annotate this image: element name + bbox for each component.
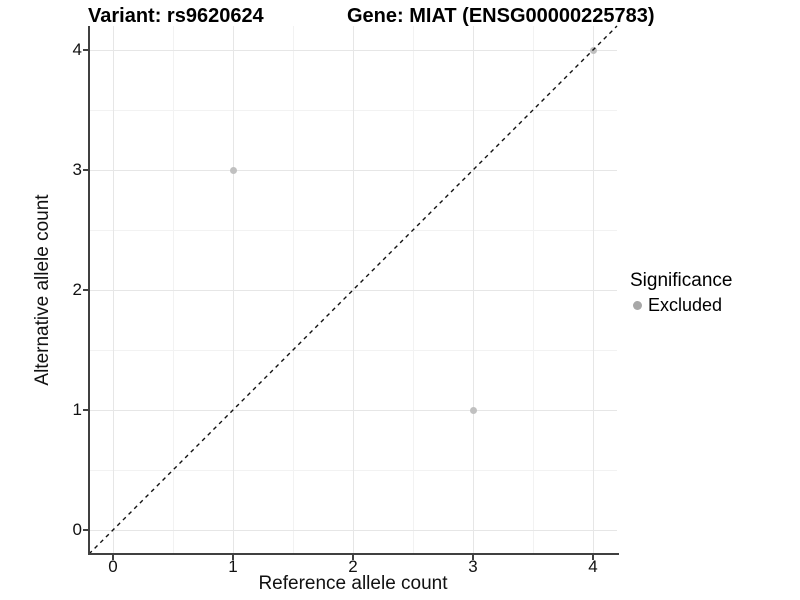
- y-axis-line: [88, 26, 90, 555]
- data-point: [229, 166, 237, 174]
- plot-title-gene: Gene: MIAT (ENSG00000225783): [347, 5, 655, 27]
- y-tick-mark: [83, 49, 88, 51]
- y-tick-label: 4: [72, 40, 82, 59]
- legend: Significance Excluded: [630, 269, 800, 315]
- y-tick-mark: [83, 409, 88, 411]
- x-tick-label: 3: [468, 557, 478, 576]
- legend-point-icon: [633, 300, 642, 310]
- plot-title-variant: Variant: rs9620624: [88, 5, 264, 27]
- data-point: [469, 406, 477, 414]
- y-tick-mark: [83, 289, 88, 291]
- legend-item-label: Excluded: [648, 295, 723, 315]
- plot-panel: [88, 25, 618, 555]
- legend-title: Significance: [630, 270, 733, 291]
- legend-items: Excluded: [630, 295, 800, 315]
- x-tick-label: 1: [228, 557, 238, 576]
- identity-line-layer: [88, 25, 618, 555]
- x-tick-mark: [232, 555, 234, 560]
- y-tick-label: 2: [72, 280, 82, 299]
- x-tick-mark: [112, 555, 114, 560]
- x-tick-label: 4: [588, 557, 598, 576]
- legend-item: Excluded: [630, 295, 800, 315]
- x-tick-mark: [352, 555, 354, 560]
- x-tick-mark: [592, 555, 594, 560]
- identity-dashed-line: [88, 25, 618, 555]
- y-tick-label: 3: [72, 160, 82, 179]
- y-tick-mark: [83, 529, 88, 531]
- grid-major-horizontal: [89, 49, 617, 51]
- y-tick-mark: [83, 169, 88, 171]
- grid-major-horizontal: [89, 169, 617, 171]
- x-tick-label: 0: [108, 557, 118, 576]
- grid-major-horizontal: [89, 409, 617, 411]
- x-axis-title: Reference allele count: [258, 573, 448, 594]
- x-tick-label: 2: [348, 557, 358, 576]
- x-axis-line: [88, 553, 619, 555]
- grid-major-horizontal: [89, 289, 617, 291]
- y-tick-label: 0: [72, 520, 82, 539]
- y-tick-label: 1: [72, 400, 82, 419]
- grid-major-horizontal: [89, 529, 617, 531]
- x-tick-mark: [472, 555, 474, 560]
